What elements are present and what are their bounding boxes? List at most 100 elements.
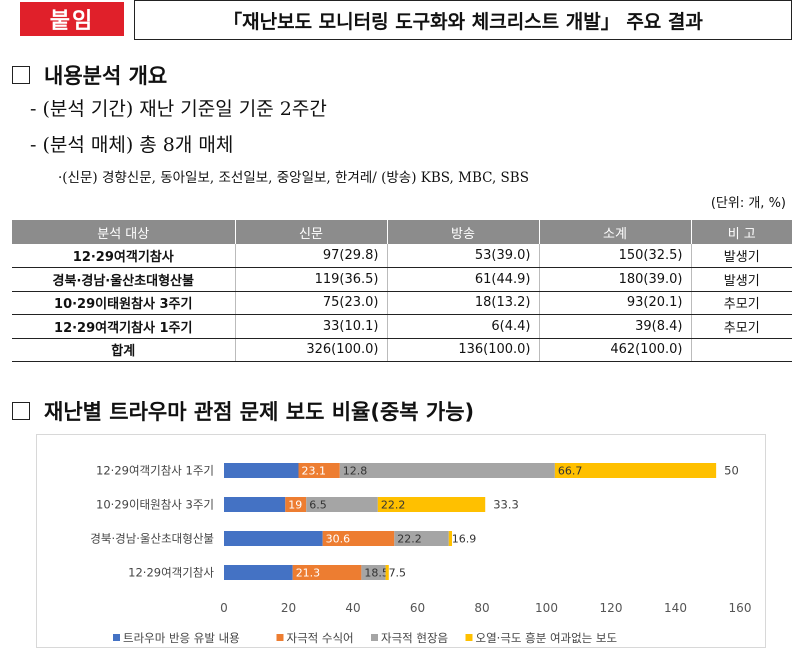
bullet-media: - (분석 매체) 총 8개 매체 xyxy=(30,134,234,156)
row-subtotal: 180(39.0) xyxy=(539,267,692,292)
row-broadcast: 61(44.9) xyxy=(387,267,540,292)
bar-segment xyxy=(224,565,293,580)
x-tick-label: 100 xyxy=(535,601,558,615)
section-heading-text: 재난별 트라우마 관점 문제 보도 비율(중복 가능) xyxy=(44,400,475,424)
header: 붙임 「재난보도 모니터링 도구화와 체크리스트 개발」 주요 결과 xyxy=(12,0,794,44)
bar-segment xyxy=(306,497,378,512)
data-label: 12.8 xyxy=(343,465,368,478)
table-total-row: 합계 326(100.0) 136(100.0) 462(100.0) xyxy=(12,338,792,362)
section-heading-trauma: 재난별 트라우마 관점 문제 보도 비율(중복 가능) xyxy=(12,396,474,426)
bar-segment xyxy=(322,531,395,546)
category-label: 12·29여객기참사 xyxy=(128,566,214,580)
bar-segment xyxy=(394,531,449,546)
data-label: 21.3 xyxy=(296,567,321,580)
x-tick-label: 60 xyxy=(410,601,425,615)
table-row: 12·29여객기참사 97(29.8) 53(39.0) 150(32.5) 발… xyxy=(12,244,792,268)
legend-swatch xyxy=(371,634,378,641)
table-row: 10·29이태원참사 3주기 75(23.0) 18(13.2) 93(20.1… xyxy=(12,291,792,315)
row-subtotal: 93(20.1) xyxy=(539,291,692,315)
total-label: 합계 xyxy=(12,338,236,362)
row-subtotal: 150(32.5) xyxy=(539,244,692,268)
col-header-broadcast: 방송 xyxy=(387,220,540,244)
row-paper: 33(10.1) xyxy=(235,314,388,339)
bar-segment xyxy=(298,463,340,478)
total-paper: 326(100.0) xyxy=(235,338,388,362)
category-label: 경북·경남·울산초대형산불 xyxy=(90,532,214,546)
row-paper: 119(36.5) xyxy=(235,267,388,292)
x-tick-label: 120 xyxy=(600,601,623,615)
row-note: 발생기 xyxy=(691,267,792,292)
col-header-target: 분석 대상 xyxy=(12,220,236,244)
x-tick-label: 40 xyxy=(345,601,360,615)
section-heading-overview: 내용분석 개요 xyxy=(12,60,167,90)
data-label: 30.6 xyxy=(326,533,351,546)
data-label: 22.2 xyxy=(397,533,422,546)
row-paper: 75(23.0) xyxy=(235,291,388,315)
total-subtotal: 462(100.0) xyxy=(539,338,692,362)
row-broadcast: 53(39.0) xyxy=(387,244,540,268)
row-subtotal: 39(8.4) xyxy=(539,314,692,339)
data-label: 22.2 xyxy=(381,499,406,512)
analysis-table: 분석 대상 신문 방송 소계 비 고 12·29여객기참사 97(29.8) 5… xyxy=(12,220,792,362)
total-note xyxy=(691,338,792,362)
data-label: 18.5 xyxy=(364,567,389,580)
row-note: 발생기 xyxy=(691,244,792,268)
x-tick-label: 0 xyxy=(220,601,228,615)
checkbox-square-icon xyxy=(12,66,30,84)
document-title: 「재난보도 모니터링 도구화와 체크리스트 개발」 주요 결과 xyxy=(134,0,792,40)
bar-segment xyxy=(224,497,286,512)
category-label: 12·29여객기참사 1주기 xyxy=(96,464,214,478)
bar-segment xyxy=(448,531,453,546)
unit-note: (단위: 개, %) xyxy=(710,196,786,211)
row-paper: 97(29.8) xyxy=(235,244,388,268)
data-label: 6.5 xyxy=(309,499,327,512)
data-label: 16.9 xyxy=(452,533,477,546)
appendix-badge: 붙임 xyxy=(20,2,124,36)
row-name: 12·29여객기참사 1주기 xyxy=(12,314,236,339)
col-header-newspaper: 신문 xyxy=(235,220,388,244)
legend-label: 자극적 현장음 xyxy=(381,631,448,645)
x-tick-label: 20 xyxy=(281,601,296,615)
row-name: 12·29여객기참사 xyxy=(12,244,236,268)
legend-swatch xyxy=(276,634,284,641)
legend-swatch xyxy=(113,634,120,641)
bar-segment xyxy=(361,565,386,580)
total-broadcast: 136(100.0) xyxy=(387,338,540,362)
section-heading-text: 내용분석 개요 xyxy=(44,64,168,88)
checkbox-square-icon xyxy=(12,402,30,420)
data-label: 23.1 xyxy=(301,465,326,478)
table-row: 12·29여객기참사 1주기 33(10.1) 6(4.4) 39(8.4) 추… xyxy=(12,314,792,339)
x-tick-label: 140 xyxy=(664,601,687,615)
category-label: 10·29이태원참사 3주기 xyxy=(96,498,214,512)
media-list: ·(신문) 경향신문, 동아일보, 조선일보, 중앙일보, 한겨레/ (방송) … xyxy=(58,170,529,186)
bar-segment xyxy=(554,463,717,478)
bar-segment xyxy=(377,497,486,512)
row-note: 추모기 xyxy=(691,291,792,315)
data-label: 33.3 xyxy=(493,498,519,512)
data-label: 50 xyxy=(724,464,739,478)
col-header-subtotal: 소계 xyxy=(539,220,692,244)
legend-label: 자극적 수식어 xyxy=(287,631,354,645)
row-broadcast: 6(4.4) xyxy=(387,314,540,339)
data-label: 7.5 xyxy=(389,567,407,580)
x-tick-label: 160 xyxy=(729,601,752,615)
data-label: 66.7 xyxy=(558,465,583,478)
table-header-row: 분석 대상 신문 방송 소계 비 고 xyxy=(12,220,792,244)
row-note: 추모기 xyxy=(691,314,792,339)
row-name: 10·29이태원참사 3주기 xyxy=(12,291,236,315)
legend-swatch xyxy=(465,634,473,641)
row-broadcast: 18(13.2) xyxy=(387,291,540,315)
x-tick-label: 80 xyxy=(474,601,489,615)
bar-segment xyxy=(224,463,299,478)
table-row: 경북·경남·울산초대형산불 119(36.5) 61(44.9) 180(39.… xyxy=(12,267,792,292)
bar-segment xyxy=(285,497,307,512)
data-label: 19 xyxy=(288,499,302,512)
bar-segment xyxy=(292,565,362,580)
legend-label: 트라우마 반응 유발 내용 xyxy=(123,631,240,645)
bar-segment xyxy=(385,565,389,580)
bar-segment xyxy=(224,531,323,546)
legend-label: 오열·극도 흥분 여과없는 보도 xyxy=(476,631,618,645)
row-name: 경북·경남·울산초대형산불 xyxy=(12,267,236,292)
bar-segment xyxy=(339,463,555,478)
